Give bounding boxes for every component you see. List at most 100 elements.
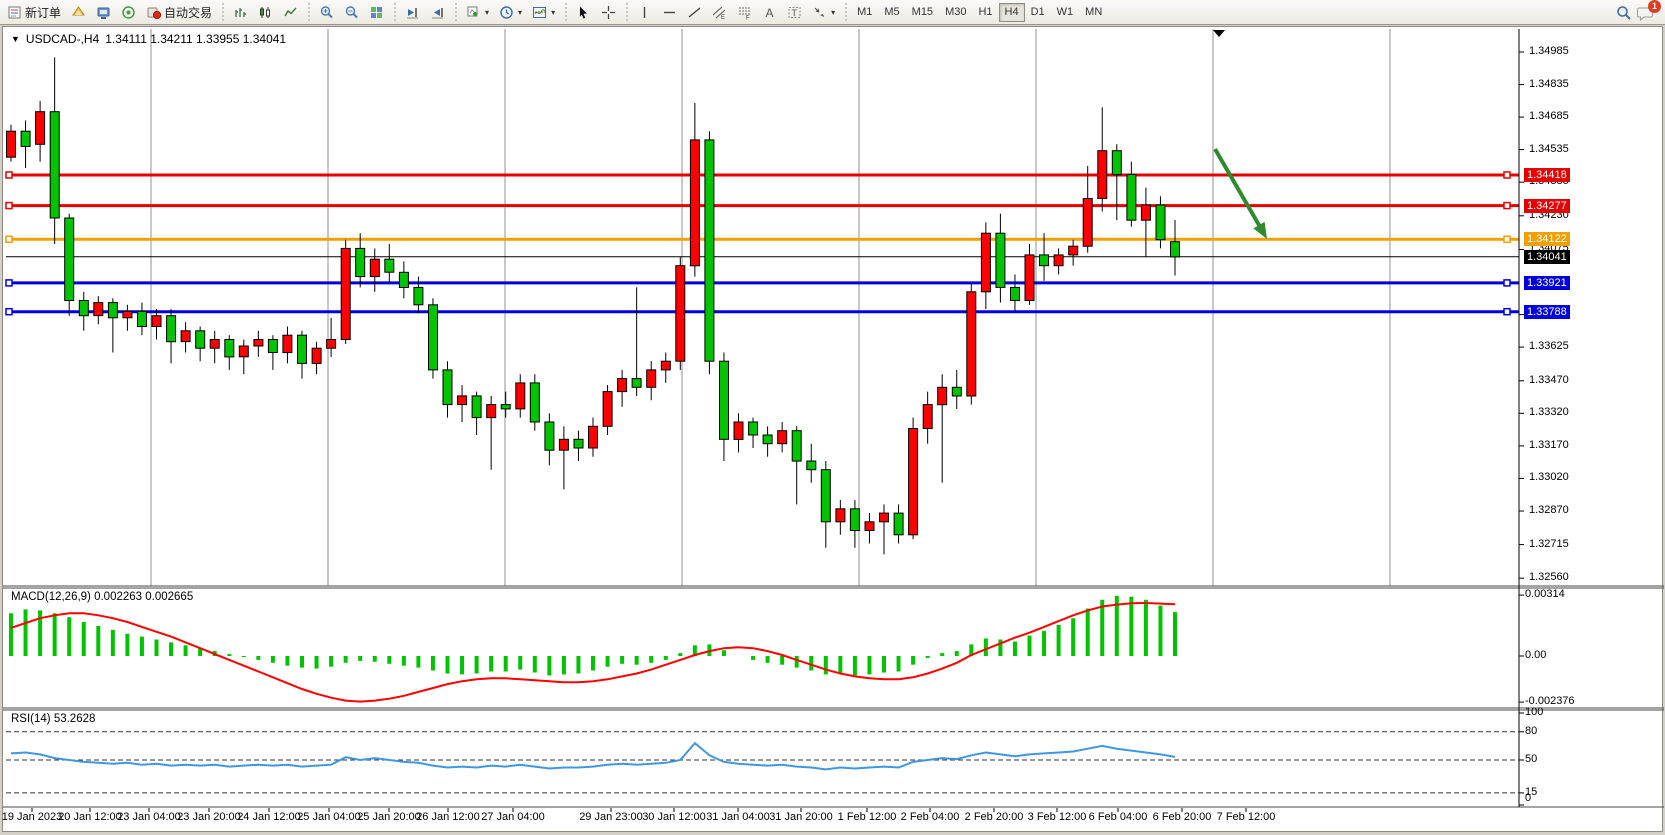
line-anchor-handle[interactable] [5,171,13,179]
line-anchor-handle[interactable] [5,201,13,210]
period-button[interactable]: ▾ [494,2,527,23]
candle [107,298,118,353]
text-label-button[interactable]: T [782,2,807,23]
tab-timeframe-h1[interactable]: H1 [978,6,993,18]
candlestick-icon [258,5,273,20]
candle [588,417,598,457]
toolbar-separator [392,3,398,21]
signal-icon [121,5,136,20]
clock-icon [499,5,514,20]
candle [457,385,468,422]
tab-timeframe-d1[interactable]: D1 [1030,6,1045,18]
tab-timeframe-w1[interactable]: W1 [1056,6,1074,18]
candle [966,283,977,405]
autotrade-button[interactable]: 自动交易 [141,2,217,23]
chevron-down-icon: ▾ [551,7,556,17]
line-anchor-handle[interactable] [1503,201,1511,210]
line-anchor-handle[interactable] [5,307,13,316]
new-order-button[interactable]: 新订单 [2,2,66,23]
market-watch-button[interactable] [66,2,91,23]
tab-timeframe-m15[interactable]: M15 [911,6,934,18]
indicators-icon [532,5,547,20]
label-icon: T [787,5,802,20]
equidistant-channel-button[interactable]: E [707,2,732,23]
candle [573,430,584,461]
horizontal-line-icon [662,5,677,20]
trendline-button[interactable] [682,2,707,23]
fibonacci-button[interactable]: F [732,2,757,23]
candle [937,374,948,483]
zoom-out-button[interactable] [339,2,364,23]
candle [617,369,628,407]
signal-button[interactable] [116,2,141,23]
toolbar-separator [843,3,849,21]
candle [631,287,642,396]
trend-arrow-annotation[interactable] [1213,147,1267,239]
line-anchor-handle[interactable] [1503,279,1511,287]
symbol-period-label: USDCAD-,H4 [25,32,100,46]
horizontal-line-button[interactable] [657,2,682,23]
auto-scroll-icon [405,5,420,20]
tab-timeframe-m1[interactable]: M1 [857,6,873,18]
candle [864,513,875,544]
toolbar-separator [220,3,226,21]
terminal-button[interactable] [91,2,116,23]
candle [908,417,919,540]
indicators-button[interactable]: ▾ [527,2,560,23]
chevron-down-icon: ▾ [831,7,836,17]
candle [1053,248,1064,275]
arrows-button[interactable]: ▾ [807,2,840,23]
candle [646,361,657,401]
bar-chart-button[interactable] [228,2,253,23]
chat-icon[interactable]: 1 [1637,0,1661,21]
candle [253,330,264,357]
search-icon[interactable] [1616,5,1631,20]
tab-timeframe-h4[interactable]: H4 [998,2,1025,22]
crosshair-button[interactable] [596,2,621,23]
candle [1082,165,1093,253]
line-chart-button[interactable] [278,2,303,23]
tile-windows-button[interactable] [364,2,389,23]
candle [297,330,307,379]
candle [311,341,322,375]
candle [224,335,235,370]
candle [558,426,569,490]
toolbar-separator [624,3,630,21]
candle [733,413,744,453]
new-chart-button[interactable]: ▾ [461,2,494,23]
line-anchor-handle[interactable] [5,279,13,287]
text-button[interactable]: A [757,2,782,23]
candle [49,57,60,244]
candle [6,124,16,162]
tab-timeframe-mn[interactable]: MN [1085,6,1103,18]
chart-shift-button[interactable] [425,2,450,23]
chevron-down-icon[interactable]: ▼ [11,34,20,44]
auto-scroll-button[interactable] [400,2,425,23]
line-anchor-handle[interactable] [1503,171,1511,179]
bar-chart-icon [233,5,248,20]
candle [1039,233,1049,281]
line-anchor-handle[interactable] [5,235,13,244]
candlestick-chart-button[interactable] [253,2,278,23]
candle [1097,107,1108,212]
candle [1155,196,1166,249]
candle [849,500,860,548]
candle [1140,187,1151,258]
candle [340,239,351,344]
channel-icon: E [712,5,727,20]
chart-shift-marker[interactable] [1213,30,1225,37]
zoom-in-button[interactable] [314,2,339,23]
candle [166,309,177,364]
candle [835,500,846,535]
vertical-line-button[interactable] [632,2,657,23]
candle [20,120,31,169]
candle [137,302,147,336]
line-anchor-handle[interactable] [1503,307,1511,316]
tab-timeframe-m5[interactable]: M5 [884,6,900,18]
candle [471,391,482,435]
cursor-button[interactable] [571,2,596,23]
tab-timeframe-m30[interactable]: M30 [945,6,967,18]
line-anchor-handle[interactable] [1503,235,1511,244]
ohlc-values: 1.34111 1.34211 1.33955 1.34041 [105,32,287,46]
